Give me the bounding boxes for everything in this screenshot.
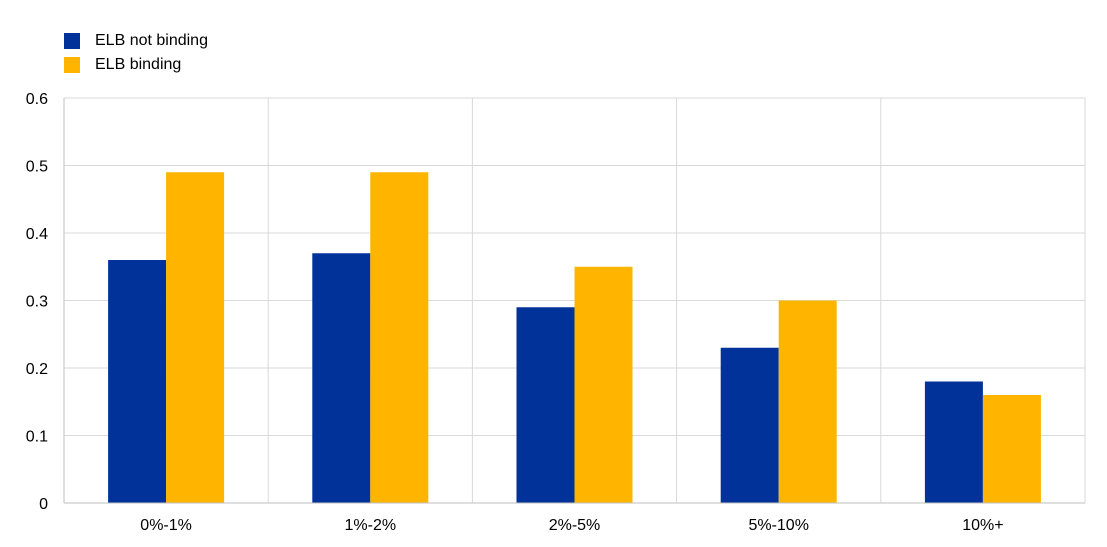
bar-elb-binding-0 [166, 172, 225, 503]
y-tick-label-4: 0.4 [26, 226, 48, 243]
bar-elb-binding-4 [982, 395, 1041, 503]
x-tick-label-2: 2%-5% [549, 517, 601, 534]
legend-swatch-elb-not-binding [64, 33, 80, 49]
bar-elb-binding-3 [778, 300, 837, 503]
bar-elb-binding-2 [574, 266, 633, 503]
y-tick-label-5: 0.5 [26, 159, 48, 176]
y-axis-ticks: 0 0.1 0.2 0.3 0.4 0.5 0.6 [26, 91, 48, 513]
x-tick-label-3: 5%-10% [748, 517, 808, 534]
y-tick-label-0: 0 [39, 496, 48, 513]
bar-elb-not-binding-2 [516, 307, 575, 503]
x-tick-label-0: 0%-1% [140, 517, 192, 534]
legend-swatch-elb-binding [64, 57, 80, 73]
grid-lines [64, 97, 1086, 503]
y-tick-label-1: 0.1 [26, 429, 48, 446]
legend-item-elb-binding: ELB binding [64, 53, 208, 77]
bar-elb-not-binding-1 [312, 253, 371, 503]
legend-label-elb-binding: ELB binding [95, 56, 182, 73]
x-axis-ticks: 0%-1% 1%-2% 2%-5% 5%-10% 10%+ [140, 517, 1003, 534]
x-tick-label-4: 10%+ [962, 517, 1003, 534]
legend-label-elb-not-binding: ELB not binding [95, 32, 208, 49]
y-tick-label-2: 0.2 [26, 361, 48, 378]
y-tick-label-6: 0.6 [26, 91, 48, 108]
bar-elb-not-binding-4 [924, 381, 983, 503]
bar-elb-not-binding-0 [108, 260, 167, 503]
legend-item-elb-not-binding: ELB not binding [64, 29, 208, 53]
axes [63, 98, 1085, 504]
y-tick-label-3: 0.3 [26, 294, 48, 311]
bar-elb-binding-1 [370, 172, 429, 503]
bars [108, 172, 1041, 503]
chart-legend: ELB not binding ELB binding [64, 29, 208, 77]
x-tick-label-1: 1%-2% [345, 517, 397, 534]
bar-elb-not-binding-3 [720, 347, 779, 503]
